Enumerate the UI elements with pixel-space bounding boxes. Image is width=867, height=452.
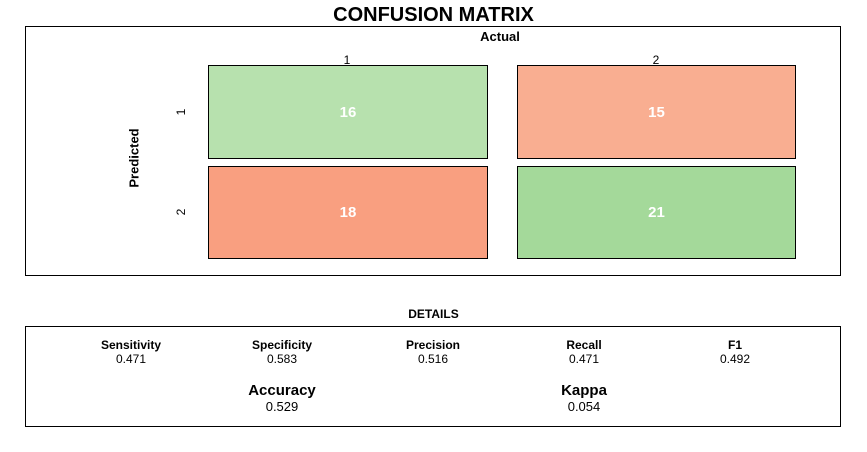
summary-value: 0.529	[265, 399, 299, 414]
summary-name: Kappa	[561, 382, 607, 399]
matrix-cell: 15	[517, 65, 796, 159]
x-axis-label: Actual	[480, 29, 520, 44]
metric-sensitivity: Sensitivity 0.471	[51, 338, 211, 366]
matrix-cell: 18	[208, 166, 488, 259]
column-tick-label: 1	[343, 53, 351, 67]
metric-value: 0.492	[719, 352, 751, 366]
metric-value: 0.471	[568, 352, 600, 366]
metric-value: 0.583	[266, 352, 298, 366]
metric-specificity: Specificity 0.583	[202, 338, 362, 366]
metric-precision: Precision 0.516	[353, 338, 513, 366]
metric-recall: Recall 0.471	[504, 338, 664, 366]
matrix-cell: 16	[208, 65, 488, 159]
summary-name: Accuracy	[248, 382, 316, 399]
matrix-cell: 21	[517, 166, 796, 259]
row-tick-label: 1	[174, 108, 188, 116]
metric-name: Precision	[405, 338, 461, 352]
metric-value: 0.516	[417, 352, 449, 366]
metric-f1: F1 0.492	[655, 338, 815, 366]
summary-accuracy: Accuracy 0.529	[202, 382, 362, 414]
chart-title: CONFUSION MATRIX	[333, 4, 534, 26]
details-heading: DETAILS	[408, 307, 459, 321]
summary-kappa: Kappa 0.054	[504, 382, 664, 414]
y-axis-label: Predicted	[126, 128, 142, 188]
metric-name: Specificity	[251, 338, 313, 352]
metric-name: Sensitivity	[100, 338, 162, 352]
details-panel	[25, 326, 841, 427]
metric-name: F1	[727, 338, 742, 352]
metric-name: Recall	[566, 338, 602, 352]
row-tick-label: 2	[174, 208, 188, 216]
column-tick-label: 2	[652, 53, 660, 67]
summary-value: 0.054	[567, 399, 601, 414]
metric-value: 0.471	[115, 352, 147, 366]
